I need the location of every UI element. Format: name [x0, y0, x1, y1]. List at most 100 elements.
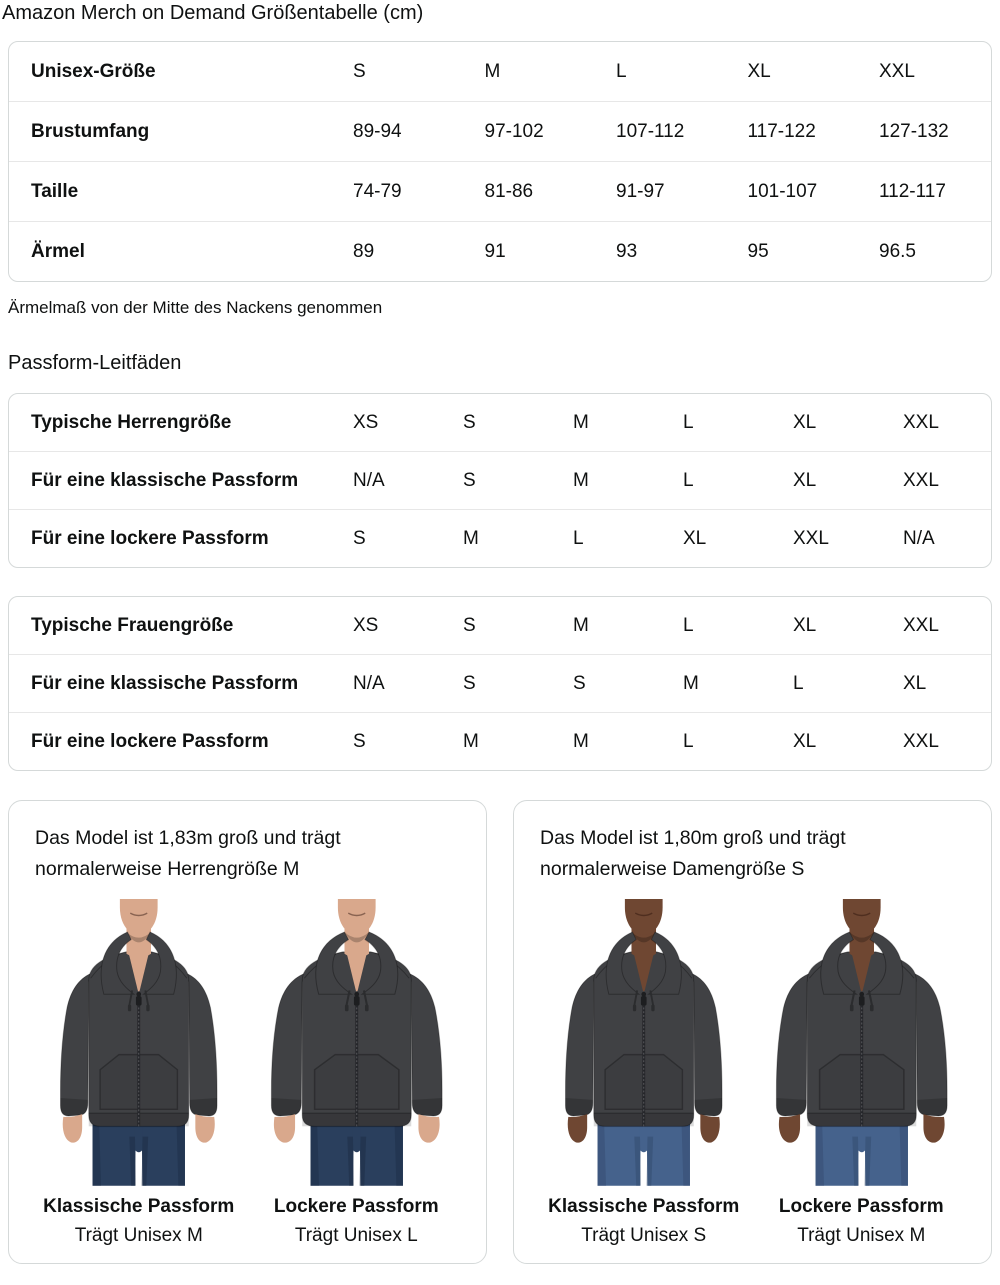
mens-model-card: Das Model ist 1,83m groß und trägt norma…	[8, 800, 487, 1265]
fit-label: Lockere Passform	[273, 1196, 439, 1218]
table-cell: 107-112	[616, 120, 685, 142]
table-cell: L	[573, 527, 584, 549]
model-description: Das Model ist 1,83m groß und trägt norma…	[35, 827, 341, 881]
table-cell: S	[463, 411, 476, 433]
table-cell: XXL	[903, 411, 939, 433]
table-cell: M	[683, 672, 699, 694]
row-label: Für eine lockere Passform	[31, 527, 269, 549]
table-cell: L	[683, 614, 694, 636]
table-row: Für eine klassische Passform N/A S S M L XL	[9, 654, 991, 712]
size-label: Trägt Unisex L	[294, 1225, 418, 1247]
table-cell: 91-97	[616, 180, 665, 202]
size-label: Trägt Unisex S	[581, 1225, 707, 1247]
fit-label: Klassische Passform	[548, 1196, 740, 1218]
model-description: Das Model ist 1,80m groß und trägt norma…	[540, 827, 846, 881]
table-row: Für eine lockere Passform S M M L XL XXL	[9, 712, 991, 770]
size-label: Trägt Unisex M	[74, 1225, 203, 1247]
table-cell: N/A	[903, 527, 935, 549]
hoodie-zipper	[858, 992, 865, 1127]
table-cell: S	[463, 469, 476, 491]
model-figures: Klassische Passform Trägt Unisex M	[35, 899, 460, 1247]
table-cell: 89	[353, 240, 375, 262]
table-cell: 96.5	[879, 240, 916, 262]
table-row: Typische Herrengröße XS S M L XL XXL	[9, 394, 991, 451]
table-cell: S	[353, 60, 366, 82]
table-cell: XL	[683, 527, 707, 549]
model-hood	[100, 931, 177, 1012]
table-cell: M	[573, 614, 589, 636]
table-cell: 127-132	[879, 120, 949, 142]
model-hood	[314, 931, 398, 1012]
table-cell: XS	[353, 411, 379, 433]
table-row: Brustumfang 89-94 97-102 107-112 117-122 127-…	[9, 101, 991, 161]
model-hood	[605, 931, 682, 1012]
table-cell: 95	[747, 240, 769, 262]
womens-model-card: Das Model ist 1,80m groß und trägt norma…	[513, 800, 992, 1265]
table-cell: 117-122	[747, 120, 816, 142]
table-cell: M	[573, 730, 589, 752]
womens-fit-table: Typische Frauengröße XS S M L XL XXL Für eine k…	[8, 596, 992, 771]
table-cell: XS	[353, 614, 379, 636]
table-cell: S	[463, 614, 476, 636]
model-figure: Lockere Passform Trägt Unisex L	[252, 899, 460, 1247]
table-cell: XL	[793, 614, 817, 636]
table-row: Ärmel 89 91 93 95 96.5	[9, 221, 991, 281]
model-head	[624, 899, 663, 992]
table-cell: S	[463, 672, 476, 694]
table-cell: 81-86	[484, 180, 534, 202]
table-cell: L	[683, 469, 694, 491]
model-cards: Das Model ist 1,83m groß und trägt norma…	[8, 800, 992, 1265]
hoodie-zipper	[353, 992, 360, 1127]
table-cell: XXL	[793, 527, 829, 549]
row-label: Typische Herrengröße	[31, 411, 232, 433]
row-label: Typische Frauengröße	[31, 614, 234, 636]
fit-label: Klassische Passform	[43, 1196, 235, 1218]
table-row: Unisex-Größe S M L XL XXL	[9, 42, 991, 101]
model-hood	[819, 931, 903, 1012]
row-label: Unisex-Größe	[31, 60, 156, 82]
table-cell: L	[793, 672, 804, 694]
table-cell: N/A	[353, 469, 385, 491]
model-hoodie-body	[775, 951, 948, 1144]
model-photo-male-loose	[252, 899, 460, 1187]
hoodie-zipper	[135, 992, 142, 1127]
table-cell: XL	[793, 469, 817, 491]
model-jeans	[597, 1121, 690, 1187]
table-cell: 74-79	[353, 180, 402, 202]
row-label: Für eine klassische Passform	[31, 672, 299, 694]
table-row: Für eine lockere Passform S M L XL XXL N/A	[9, 509, 991, 567]
model-jeans	[92, 1121, 185, 1187]
model-head	[337, 899, 376, 992]
table-cell: XL	[747, 60, 771, 82]
table-cell: XXL	[903, 730, 939, 752]
table-cell: XXL	[903, 469, 939, 491]
table-cell: L	[683, 730, 694, 752]
model-photo-male-classic	[35, 899, 243, 1187]
model-photo-female-classic	[540, 899, 748, 1187]
table-cell: M	[484, 60, 501, 82]
table-cell: N/A	[353, 672, 385, 694]
mens-fit-table: Typische Herrengröße XS S M L XL XXL Für eine k…	[8, 393, 992, 568]
hoodie-zipper	[640, 992, 647, 1127]
row-label: Taille	[31, 180, 79, 202]
table-cell: 112-117	[879, 180, 946, 202]
model-figure: Lockere Passform Trägt Unisex M	[757, 899, 965, 1247]
table-cell: 97-102	[484, 120, 544, 142]
table-cell: S	[353, 730, 366, 752]
size-label: Trägt Unisex M	[797, 1225, 926, 1247]
table-cell: XL	[903, 672, 927, 694]
table-cell: L	[683, 411, 694, 433]
table-cell: XL	[793, 730, 817, 752]
model-figures: Klassische Passform Trägt Unisex S	[540, 899, 965, 1247]
model-head	[842, 899, 881, 992]
fit-label: Lockere Passform	[778, 1196, 944, 1218]
table-cell: XL	[793, 411, 817, 433]
table-cell: 101-107	[747, 180, 818, 202]
model-figure: Klassische Passform Trägt Unisex S	[540, 899, 748, 1247]
table-cell: L	[616, 60, 627, 82]
table-cell: 91	[484, 240, 506, 262]
table-cell: M	[573, 411, 589, 433]
table-cell: XXL	[879, 60, 915, 82]
table-cell: 89-94	[353, 120, 402, 142]
row-label: Für eine klassische Passform	[31, 469, 299, 491]
